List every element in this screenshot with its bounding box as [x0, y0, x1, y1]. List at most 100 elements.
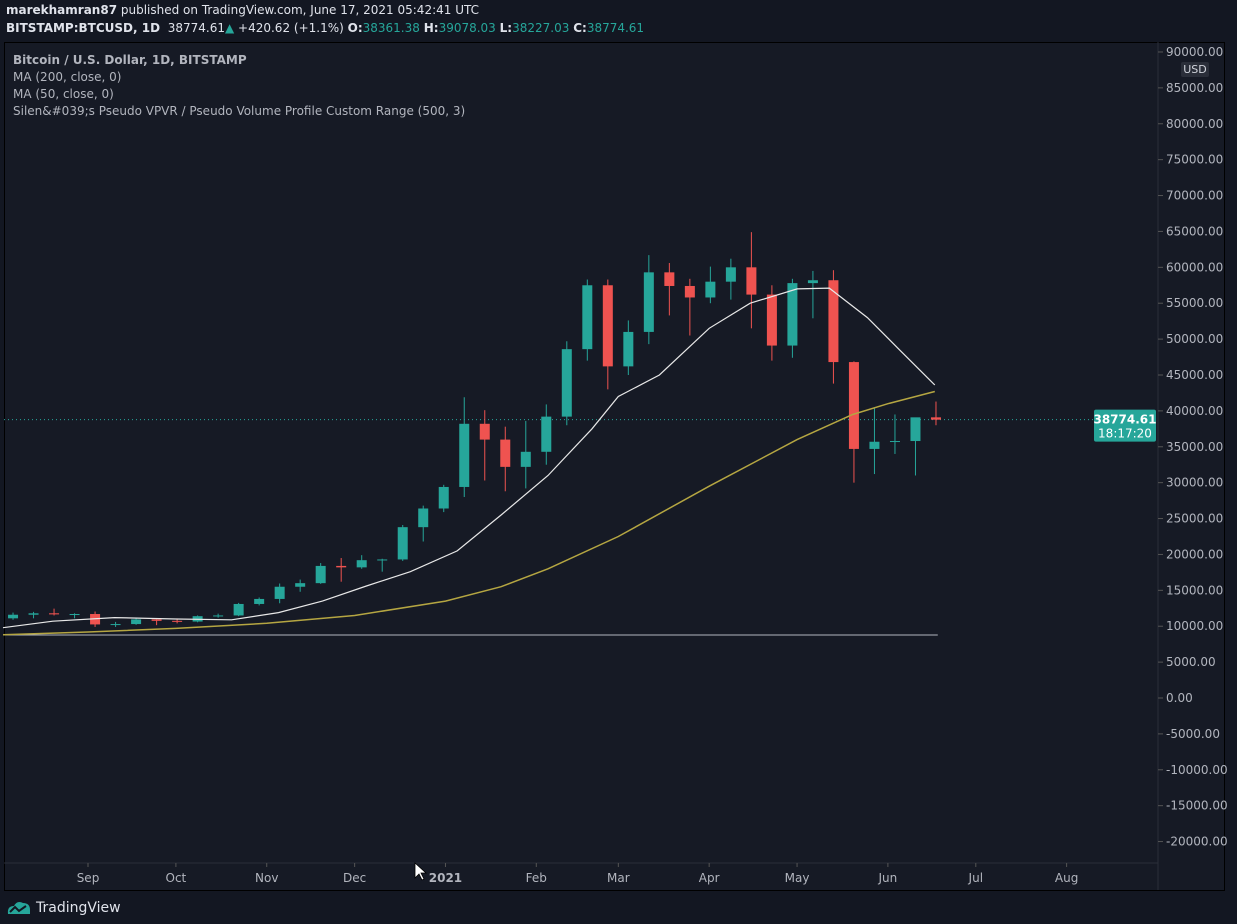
y-tick-label: 75000.00	[1166, 153, 1223, 167]
x-tick-label: Sep	[77, 871, 100, 885]
candle-body	[930, 417, 941, 420]
legend-ma200[interactable]: MA (200, close, 0)	[13, 70, 122, 84]
legend-ma50[interactable]: MA (50, close, 0)	[13, 87, 114, 101]
candle-body	[828, 280, 839, 363]
candle-body	[377, 559, 388, 561]
y-tick-label: -10000.00	[1166, 763, 1228, 777]
y-tick-label: 35000.00	[1166, 440, 1223, 454]
y-tick-label: 30000.00	[1166, 476, 1223, 490]
candle-body	[787, 283, 798, 346]
high-label: H:	[423, 21, 439, 35]
candle-body	[49, 613, 60, 615]
symbol: BITSTAMP:BTCUSD, 1D	[6, 21, 161, 35]
close-value: 38774.61	[586, 21, 645, 35]
candle-body	[869, 441, 880, 449]
candle-body	[233, 603, 244, 616]
chart-legend: Bitcoin / U.S. Dollar, 1D, BITSTAMP MA (…	[13, 52, 465, 120]
tradingview-logo-icon	[7, 902, 30, 914]
candle-body	[848, 362, 859, 449]
y-tick-label: 80000.00	[1166, 117, 1223, 131]
candle-body	[479, 423, 490, 440]
candle-body	[766, 294, 777, 346]
candle-body	[418, 508, 429, 528]
footer-brand: TradingView	[6, 900, 121, 916]
candle-body	[602, 285, 613, 367]
candle-body	[28, 613, 39, 615]
x-tick-label: May	[785, 871, 810, 885]
chart-frame[interactable]	[4, 42, 1225, 891]
candle-body	[438, 486, 449, 509]
low-label: L:	[499, 21, 513, 35]
last-price-tag	[1094, 409, 1156, 442]
y-tick-label: 40000.00	[1166, 404, 1223, 418]
candle-body	[151, 619, 162, 621]
candle-body	[705, 281, 716, 298]
x-tick-label: Jun	[878, 871, 898, 885]
y-tick-label: 55000.00	[1166, 296, 1223, 310]
candle-body	[623, 331, 634, 367]
low-value: 38227.03	[512, 21, 570, 35]
high-value: 39078.03	[438, 21, 496, 35]
candle-body	[725, 267, 736, 282]
y-tick-label: 15000.00	[1166, 583, 1223, 597]
x-tick-label: Jul	[968, 871, 983, 885]
candle-body	[520, 451, 531, 467]
y-tick-label: 65000.00	[1166, 224, 1223, 238]
publish-info: marekhamran87 published on TradingView.c…	[6, 3, 479, 17]
x-tick-label: Dec	[343, 871, 366, 885]
candle-body	[664, 272, 675, 286]
candle-body	[500, 439, 511, 467]
x-tick-label: Mar	[607, 871, 630, 885]
x-tick-label: Apr	[699, 871, 720, 885]
last-price: 38774.61	[167, 21, 225, 35]
published-text: published on TradingView.com, June 17, 2…	[120, 3, 479, 17]
legend-series[interactable]: Bitcoin / U.S. Dollar, 1D, BITSTAMP	[13, 53, 247, 67]
open-value: 38361.38	[362, 21, 420, 35]
candle-body	[561, 349, 572, 417]
candle-body	[889, 441, 900, 443]
candle-body	[807, 280, 818, 284]
candle-body	[213, 615, 224, 617]
x-tick-label: Oct	[166, 871, 187, 885]
author[interactable]: marekhamran87	[6, 3, 118, 17]
candle-body	[254, 598, 265, 604]
y-tick-label: 50000.00	[1166, 332, 1223, 346]
legend-vpvr[interactable]: Silen&#039;s Pseudo VPVR / Pseudo Volume…	[13, 104, 466, 118]
candle-body	[131, 619, 142, 625]
x-tick-label: Nov	[255, 871, 278, 885]
candle-body	[315, 565, 326, 584]
currency-label: USD	[1183, 63, 1207, 76]
candle-body	[684, 285, 695, 298]
candle-body	[643, 272, 654, 332]
close-label: C:	[573, 21, 587, 35]
candle-body	[746, 267, 757, 295]
y-tick-label: 60000.00	[1166, 260, 1223, 274]
x-tick-label: Aug	[1055, 871, 1078, 885]
y-tick-label: 90000.00	[1166, 45, 1223, 59]
mouse-cursor-icon	[414, 862, 428, 881]
candle-body	[541, 416, 552, 452]
last-price-label: 38774.61	[1093, 413, 1156, 427]
candle-body	[459, 423, 470, 487]
y-tick-label: -5000.00	[1166, 727, 1220, 741]
price-change: +420.62 (+1.1%)	[238, 21, 344, 35]
candle-body	[910, 417, 921, 442]
up-arrow-icon: ▲	[224, 21, 235, 35]
currency-badge	[1181, 62, 1209, 77]
brand-name: TradingView	[36, 900, 121, 916]
y-tick-label: -15000.00	[1166, 799, 1228, 813]
y-tick-label: 70000.00	[1166, 189, 1223, 203]
y-tick-label: -20000.00	[1166, 835, 1228, 849]
y-tick-label: 0.00	[1166, 691, 1193, 705]
candle-body	[110, 624, 121, 626]
candle-body	[582, 285, 593, 350]
y-tick-label: 5000.00	[1166, 655, 1216, 669]
y-tick-label: 45000.00	[1166, 368, 1223, 382]
y-tick-label: 20000.00	[1166, 547, 1223, 561]
y-tick-label: 25000.00	[1166, 512, 1223, 526]
x-tick-label: 2021	[429, 871, 462, 885]
x-tick-label: Feb	[526, 871, 547, 885]
candle-body	[295, 583, 306, 587]
bar-countdown: 18:17:20	[1098, 427, 1152, 441]
